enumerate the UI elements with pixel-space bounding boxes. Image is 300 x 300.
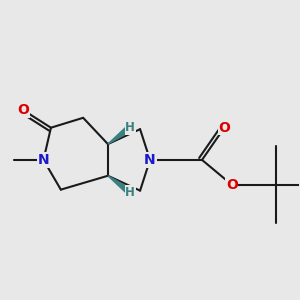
Polygon shape (108, 176, 132, 195)
Text: H: H (125, 186, 135, 199)
Text: H: H (125, 121, 135, 134)
Text: N: N (38, 153, 49, 167)
Text: O: O (226, 178, 238, 192)
Polygon shape (108, 125, 132, 144)
Text: O: O (18, 103, 30, 117)
Text: O: O (218, 121, 230, 135)
Text: N: N (144, 153, 156, 167)
